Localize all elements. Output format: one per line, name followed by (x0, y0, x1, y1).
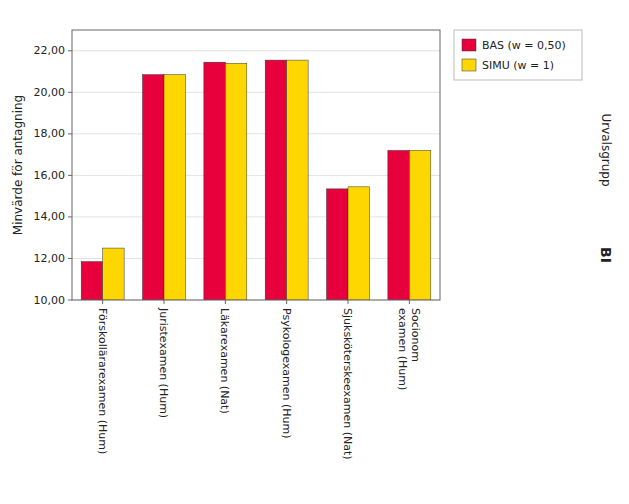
x-tick-label: Förskollärarexamen (Hum) (96, 308, 109, 454)
grid (72, 51, 440, 300)
annotation: Urvalsgrupp (599, 113, 613, 186)
y-tick (68, 175, 72, 176)
bar (204, 62, 225, 300)
x-tick-label-line: Psykologexamen (Hum) (280, 308, 293, 438)
x-tick-label: Juristexamen (Hum) (157, 307, 170, 418)
legend-label: SIMU (w = 1) (482, 59, 554, 72)
bar (327, 189, 348, 300)
x-tick-label-line: Läkarexamen (Nat) (218, 308, 231, 414)
plot-frame (72, 30, 440, 300)
y-tick-label: 12,00 (34, 252, 66, 265)
y-tick (68, 50, 72, 51)
y-tick (68, 300, 72, 301)
grid-line (72, 258, 440, 259)
bar (81, 262, 102, 300)
bar (103, 248, 124, 300)
y-tick-label: 22,00 (34, 44, 66, 57)
x-tick-label: Sjuksköterskeexamen (Nat) (341, 308, 354, 460)
legend: BAS (w = 0,50) SIMU (w = 1) (454, 30, 582, 80)
grid-line (72, 92, 440, 93)
x-tick (102, 300, 103, 304)
y-tick (68, 216, 72, 217)
annotation: BI (598, 247, 614, 263)
y-tick (68, 133, 72, 134)
grid-line (72, 216, 440, 217)
x-tick-label-line: examen (Hum) (396, 308, 409, 390)
x-tick-label: Läkarexamen (Nat) (218, 308, 231, 414)
legend-swatch (462, 59, 476, 71)
y-axis-label: Minvärde för antagning (11, 95, 25, 235)
x-tick-label-line: Socionom (409, 308, 422, 362)
x-tick (409, 300, 410, 304)
y-tick-label: 20,00 (34, 86, 66, 99)
x-tick-label-line: Juristexamen (Hum) (157, 307, 170, 418)
grid-line (72, 50, 440, 51)
bar (409, 150, 430, 300)
chart: 10,00 12,00 14,00 16,00 18,00 20,00 22,00 Försk… (0, 0, 629, 504)
x-tick-label: Psykologexamen (Hum) (280, 308, 293, 438)
y-tick-label: 14,00 (34, 210, 66, 223)
x-tick (225, 300, 226, 304)
legend-frame (454, 30, 582, 80)
y-tick-label: 16,00 (34, 169, 66, 182)
bar (225, 63, 246, 300)
bar (348, 187, 369, 300)
legend-swatch (462, 39, 476, 51)
bar (265, 60, 286, 300)
bar (143, 75, 164, 300)
grid-line (72, 175, 440, 176)
bars (81, 60, 431, 300)
y-tick (68, 92, 72, 93)
x-tick-label-line: Sjuksköterskeexamen (Nat) (341, 308, 354, 460)
bar (164, 75, 185, 300)
bar (388, 150, 409, 300)
bar (287, 60, 308, 300)
grid-line (72, 133, 440, 134)
x-tick (348, 300, 349, 304)
x-tick (286, 300, 287, 304)
x-tick (164, 300, 165, 304)
y-tick-label: 18,00 (34, 127, 66, 140)
legend-label: BAS (w = 0,50) (482, 39, 566, 52)
y-tick (68, 258, 72, 259)
x-tick-label-line: Förskollärarexamen (Hum) (96, 308, 109, 454)
y-tick-label: 10,00 (34, 294, 66, 307)
x-tick-label: Socionomexamen (Hum) (396, 308, 422, 390)
